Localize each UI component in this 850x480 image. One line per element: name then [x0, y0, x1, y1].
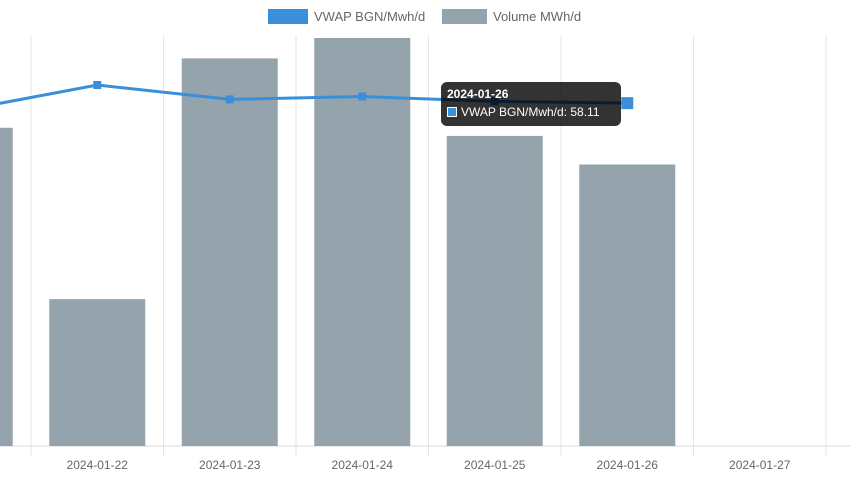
vwap-point [621, 97, 634, 110]
volume-bar [49, 299, 146, 446]
volume-bar [579, 164, 676, 447]
x-tick-label: 2024-01-25 [464, 458, 526, 472]
legend-item-vwap[interactable]: VWAP BGN/Mwh/d [268, 9, 425, 24]
volume-bar [181, 58, 278, 447]
volume-bars [0, 38, 676, 447]
legend-label-volume: Volume MWh/d [493, 9, 581, 24]
tooltip: 2024-01-26 VWAP BGN/Mwh/d: 58.11 [441, 82, 621, 126]
tooltip-label: VWAP BGN/Mwh/d: 58.11 [461, 105, 600, 119]
volume-bar [314, 38, 411, 446]
x-tick-label: 2024-01-27 [729, 458, 791, 472]
vwap-point [358, 92, 367, 101]
x-tick-label: 2024-01-26 [597, 458, 659, 472]
tooltip-title: 2024-01-26 [447, 87, 509, 101]
volume-bar [446, 135, 543, 447]
tooltip-swatch [447, 107, 457, 117]
x-tick-label: 2024-01-22 [67, 458, 129, 472]
tooltip-row: VWAP BGN/Mwh/d: 58.11 [447, 105, 615, 119]
legend-swatch-vwap [268, 9, 308, 24]
volume-bar [0, 127, 13, 446]
legend-swatch-volume [442, 9, 487, 24]
x-tick-label: 2024-01-24 [332, 458, 394, 472]
legend[interactable]: VWAP BGN/Mwh/d Volume MWh/d [268, 9, 581, 24]
legend-label-vwap: VWAP BGN/Mwh/d [314, 9, 425, 24]
legend-item-volume[interactable]: Volume MWh/d [442, 9, 581, 24]
x-axis: 2024-01-22 2024-01-23 2024-01-24 2024-01-25… [67, 458, 791, 472]
vwap-point [93, 81, 102, 89]
x-tick-label: 2024-01-23 [199, 458, 261, 472]
vwap-point [225, 95, 234, 104]
